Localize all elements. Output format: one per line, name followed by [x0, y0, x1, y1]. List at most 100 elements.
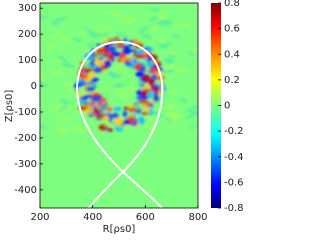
wave: [110, 122, 120, 128]
wave: [81, 90, 96, 94]
wave: [125, 17, 136, 22]
colorbar-tick-label: 0.4: [224, 49, 240, 60]
wave: [133, 39, 144, 44]
colorbar-tick-label: 0.6: [224, 24, 240, 35]
eddy: [96, 47, 106, 53]
wave: [40, 79, 50, 85]
wave: [95, 26, 112, 30]
wave: [137, 25, 151, 33]
wave: [107, 71, 117, 76]
chart: R[ρs0] Z[ρs0] 200 400 600 800 300 200 100 0 -100…: [4, 0, 244, 235]
wave: [184, 109, 198, 113]
y-tick-label: 200: [18, 29, 37, 40]
eddy: [111, 52, 121, 56]
wave: [104, 120, 118, 127]
wave: [129, 104, 139, 111]
wave: [88, 71, 101, 80]
x-axis-label: R[ρs0]: [103, 224, 136, 235]
y-tick-label: -200: [14, 133, 37, 144]
wave: [169, 115, 178, 119]
eddy: [137, 115, 144, 122]
wave: [63, 104, 74, 112]
eddy: [102, 115, 110, 122]
x-tick-label: 200: [30, 212, 49, 223]
wave: [45, 45, 57, 50]
plot-frame: [39, 2, 199, 209]
wave: [135, 80, 145, 85]
eddy: [123, 106, 130, 111]
wave: [166, 53, 176, 59]
wave: [83, 63, 98, 70]
wave: [163, 105, 178, 109]
field: [40, 3, 198, 208]
wave: [155, 15, 168, 23]
wave: [149, 109, 164, 117]
wave: [178, 97, 188, 103]
wave: [187, 51, 196, 57]
wave: [163, 64, 178, 70]
wave: [82, 27, 96, 35]
x-tick-label: 800: [188, 212, 207, 223]
eddy: [99, 97, 107, 103]
eddy: [117, 57, 123, 63]
y-tick-label: 100: [18, 55, 37, 66]
colorbar: [211, 3, 221, 208]
wave: [148, 27, 159, 33]
wave: [52, 16, 68, 23]
wave: [118, 93, 131, 97]
wave: [179, 23, 190, 29]
wave: [94, 117, 105, 122]
wave: [72, 125, 87, 132]
eddy: [129, 108, 134, 113]
eddy: [122, 48, 132, 55]
wave: [40, 15, 48, 20]
eddy: [135, 71, 145, 77]
x-tick-label: 400: [83, 212, 102, 223]
y-tick-label: 300: [18, 3, 37, 14]
wave: [130, 55, 142, 62]
separatrix: [75, 40, 164, 208]
wave: [111, 83, 126, 88]
wave: [40, 73, 47, 78]
eddy: [91, 95, 98, 102]
wave: [71, 37, 83, 42]
eddy: [103, 59, 112, 68]
wave: [59, 99, 71, 104]
wave: [173, 68, 188, 72]
y-axis-label: Z[ρs0]: [4, 90, 15, 123]
eddy: [112, 106, 122, 112]
wave: [40, 122, 48, 130]
colorbar-tick-label: -0.6: [224, 177, 244, 188]
wave: [149, 16, 159, 22]
eddy: [101, 65, 108, 70]
wave: [101, 104, 117, 109]
eddy: [91, 76, 99, 83]
y-tick-label: 0: [31, 81, 37, 92]
eddy: [141, 73, 151, 82]
eddy: [122, 110, 128, 118]
wave: [112, 63, 127, 70]
wave: [140, 32, 152, 40]
wave: [124, 86, 139, 91]
wave: [164, 59, 173, 64]
eddy: [123, 119, 131, 125]
wave: [117, 125, 133, 129]
wave: [68, 86, 83, 95]
eddy: [157, 90, 163, 95]
wave: [94, 32, 110, 37]
wave: [60, 62, 76, 68]
wave: [144, 115, 155, 122]
wave: [48, 32, 63, 41]
eddy: [96, 62, 105, 68]
wave: [154, 42, 168, 49]
eddy: [149, 78, 156, 85]
wave: [57, 127, 72, 131]
eddy: [110, 113, 120, 119]
wave: [57, 115, 73, 121]
wave: [60, 37, 74, 42]
colorbar-tick-label: 0: [224, 101, 230, 112]
y-tick-label: -100: [14, 107, 37, 118]
x-tick-label: 600: [136, 212, 155, 223]
eddy: [85, 67, 94, 72]
colorbar-tick-label: 0.2: [224, 75, 240, 86]
